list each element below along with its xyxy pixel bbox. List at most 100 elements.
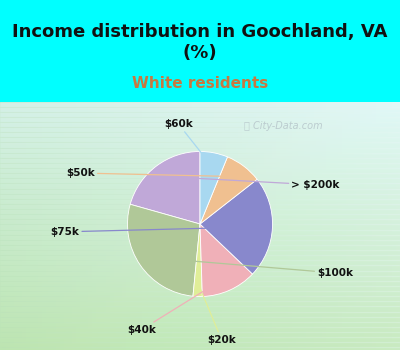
Bar [0, 256, 400, 257]
Bar [328, 102, 330, 350]
Bar [88, 102, 90, 350]
Bar [0, 196, 400, 197]
Bar [0, 131, 400, 133]
Bar [20, 102, 22, 350]
Bar [14, 102, 16, 350]
Bar [92, 102, 94, 350]
Bar [120, 102, 122, 350]
Bar [0, 219, 400, 221]
Bar [48, 102, 50, 350]
Bar [0, 294, 400, 295]
Wedge shape [200, 157, 257, 224]
Bar [0, 129, 400, 130]
Bar [0, 278, 400, 279]
Bar [268, 102, 270, 350]
Bar [214, 102, 216, 350]
Bar [376, 102, 378, 350]
Bar [0, 139, 400, 140]
Bar [352, 102, 354, 350]
Bar [290, 102, 292, 350]
Bar [0, 149, 400, 150]
Bar [244, 102, 246, 350]
Bar [0, 324, 400, 325]
Bar [0, 186, 400, 187]
Bar [316, 102, 318, 350]
Bar [0, 290, 400, 292]
Bar [0, 319, 400, 320]
Bar [0, 249, 400, 251]
Bar [324, 102, 326, 350]
Bar [0, 228, 400, 230]
Bar [0, 194, 400, 195]
Bar [364, 102, 366, 350]
Bar [72, 102, 74, 350]
Bar [186, 102, 188, 350]
Bar [166, 102, 168, 350]
Bar [0, 155, 400, 156]
Bar [288, 102, 290, 350]
Bar [0, 217, 400, 218]
Bar [340, 102, 342, 350]
Bar [348, 102, 350, 350]
Bar [152, 102, 154, 350]
Bar [260, 102, 262, 350]
Bar [234, 102, 236, 350]
Bar [322, 102, 324, 350]
Bar [0, 211, 400, 212]
Bar [90, 102, 92, 350]
Bar [38, 102, 40, 350]
Bar [0, 303, 400, 304]
Bar [136, 102, 138, 350]
Bar [218, 102, 220, 350]
Text: White residents: White residents [132, 77, 268, 91]
Bar [384, 102, 386, 350]
Bar [304, 102, 306, 350]
Bar [18, 102, 20, 350]
Bar [128, 102, 130, 350]
Bar [0, 215, 400, 216]
Bar [0, 260, 400, 262]
Bar [0, 275, 400, 277]
Bar [26, 102, 28, 350]
Bar [274, 102, 276, 350]
Bar [0, 141, 400, 142]
Bar [22, 102, 24, 350]
Text: Income distribution in Goochland, VA
(%): Income distribution in Goochland, VA (%) [12, 23, 388, 62]
Bar [144, 102, 146, 350]
Bar [216, 102, 218, 350]
Bar [0, 327, 400, 328]
Bar [84, 102, 86, 350]
Bar [176, 102, 178, 350]
Bar [378, 102, 380, 350]
Bar [284, 102, 286, 350]
Bar [0, 203, 400, 205]
Wedge shape [200, 224, 252, 296]
Bar [106, 102, 108, 350]
Bar [0, 175, 400, 176]
Bar [0, 135, 400, 136]
Bar [4, 102, 6, 350]
Bar [50, 102, 52, 350]
Bar [100, 102, 102, 350]
Bar [0, 178, 400, 180]
Bar [0, 195, 400, 196]
Bar [0, 213, 400, 215]
Bar [0, 335, 400, 336]
Bar [0, 299, 400, 300]
Bar [270, 102, 272, 350]
Bar [102, 102, 104, 350]
Bar [0, 302, 400, 303]
Bar [360, 102, 362, 350]
Bar [130, 102, 132, 350]
Bar [32, 102, 34, 350]
Bar [182, 102, 184, 350]
Bar [250, 102, 252, 350]
Bar [0, 110, 400, 111]
Bar [240, 102, 242, 350]
Bar [160, 102, 162, 350]
Bar [0, 231, 400, 232]
Bar [0, 254, 400, 256]
Bar [0, 216, 400, 217]
Bar [0, 172, 400, 174]
Bar [320, 102, 322, 350]
